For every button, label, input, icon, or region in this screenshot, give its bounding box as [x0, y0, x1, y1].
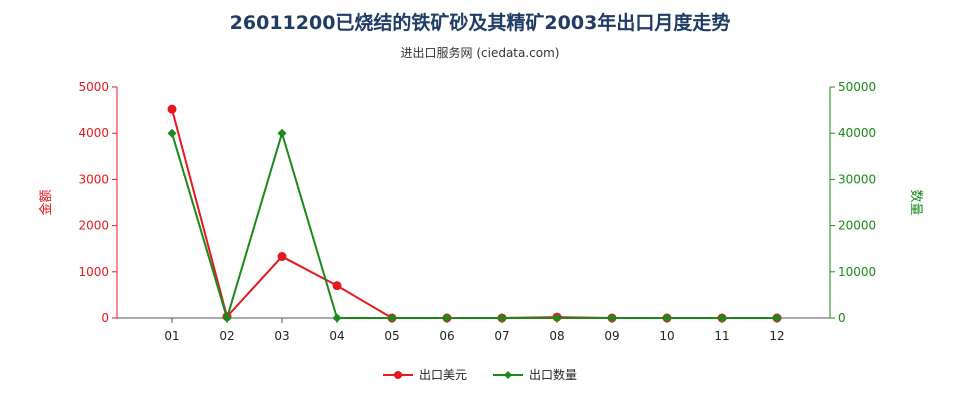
- left-tick-label: 0: [101, 311, 109, 325]
- right-tick-label: 50000: [838, 80, 876, 94]
- data-point: [772, 313, 782, 323]
- chart-subtitle: 进出口服务网 (ciedata.com): [400, 46, 560, 60]
- x-tick-label: 11: [714, 329, 729, 343]
- data-point: [277, 252, 287, 262]
- data-point: [332, 281, 342, 291]
- left-tick-label: 4000: [78, 126, 109, 140]
- data-point: [662, 313, 672, 323]
- left-tick-label: 1000: [78, 265, 109, 279]
- data-point: [717, 313, 727, 323]
- left-axis-title: 金额: [38, 189, 54, 215]
- series-line: [171, 108, 777, 319]
- x-tick-label: 03: [274, 329, 289, 343]
- legend-swatch: [493, 370, 523, 379]
- data-point: [442, 313, 452, 323]
- legend-item: 出口数量: [493, 366, 577, 383]
- x-tick-label: 07: [494, 329, 509, 343]
- x-tick-label: 08: [549, 329, 564, 343]
- x-tick-label: 09: [604, 329, 619, 343]
- data-point: [167, 128, 177, 138]
- x-tick-label: 02: [219, 329, 234, 343]
- x-tick-label: 10: [659, 329, 674, 343]
- chart-title: 26011200已烧结的铁矿砂及其精矿2003年出口月度走势: [229, 12, 731, 34]
- data-point: [497, 313, 507, 323]
- data-point: [607, 313, 617, 323]
- data-point: [277, 128, 287, 138]
- left-tick-label: 3000: [78, 172, 109, 186]
- right-axis-title: 数量: [908, 189, 923, 215]
- right-tick-label: 10000: [838, 265, 876, 279]
- right-tick-label: 40000: [838, 126, 876, 140]
- x-tick-label: 01: [164, 329, 179, 343]
- right-tick-label: 0: [838, 311, 846, 325]
- data-point: [552, 313, 562, 323]
- legend-label: 出口美元: [418, 368, 467, 382]
- legend-item: 出口美元: [382, 366, 467, 383]
- right-tick-label: 30000: [838, 172, 876, 186]
- left-tick-label: 2000: [78, 219, 109, 233]
- series-line: [171, 129, 777, 322]
- data-point: [332, 313, 342, 323]
- data-point: [167, 104, 177, 114]
- legend-swatch: [382, 370, 413, 379]
- x-tick-label: 05: [384, 329, 399, 343]
- x-tick-label: 12: [769, 329, 784, 343]
- x-tick-label: 06: [439, 329, 454, 343]
- data-point: [387, 313, 397, 323]
- x-tick-label: 04: [329, 329, 344, 343]
- chart-legend: 出口美元 出口数量: [0, 366, 960, 383]
- right-tick-label: 20000: [838, 219, 876, 233]
- legend-label: 出口数量: [529, 368, 578, 382]
- data-point: [222, 313, 232, 323]
- left-tick-label: 5000: [78, 80, 109, 94]
